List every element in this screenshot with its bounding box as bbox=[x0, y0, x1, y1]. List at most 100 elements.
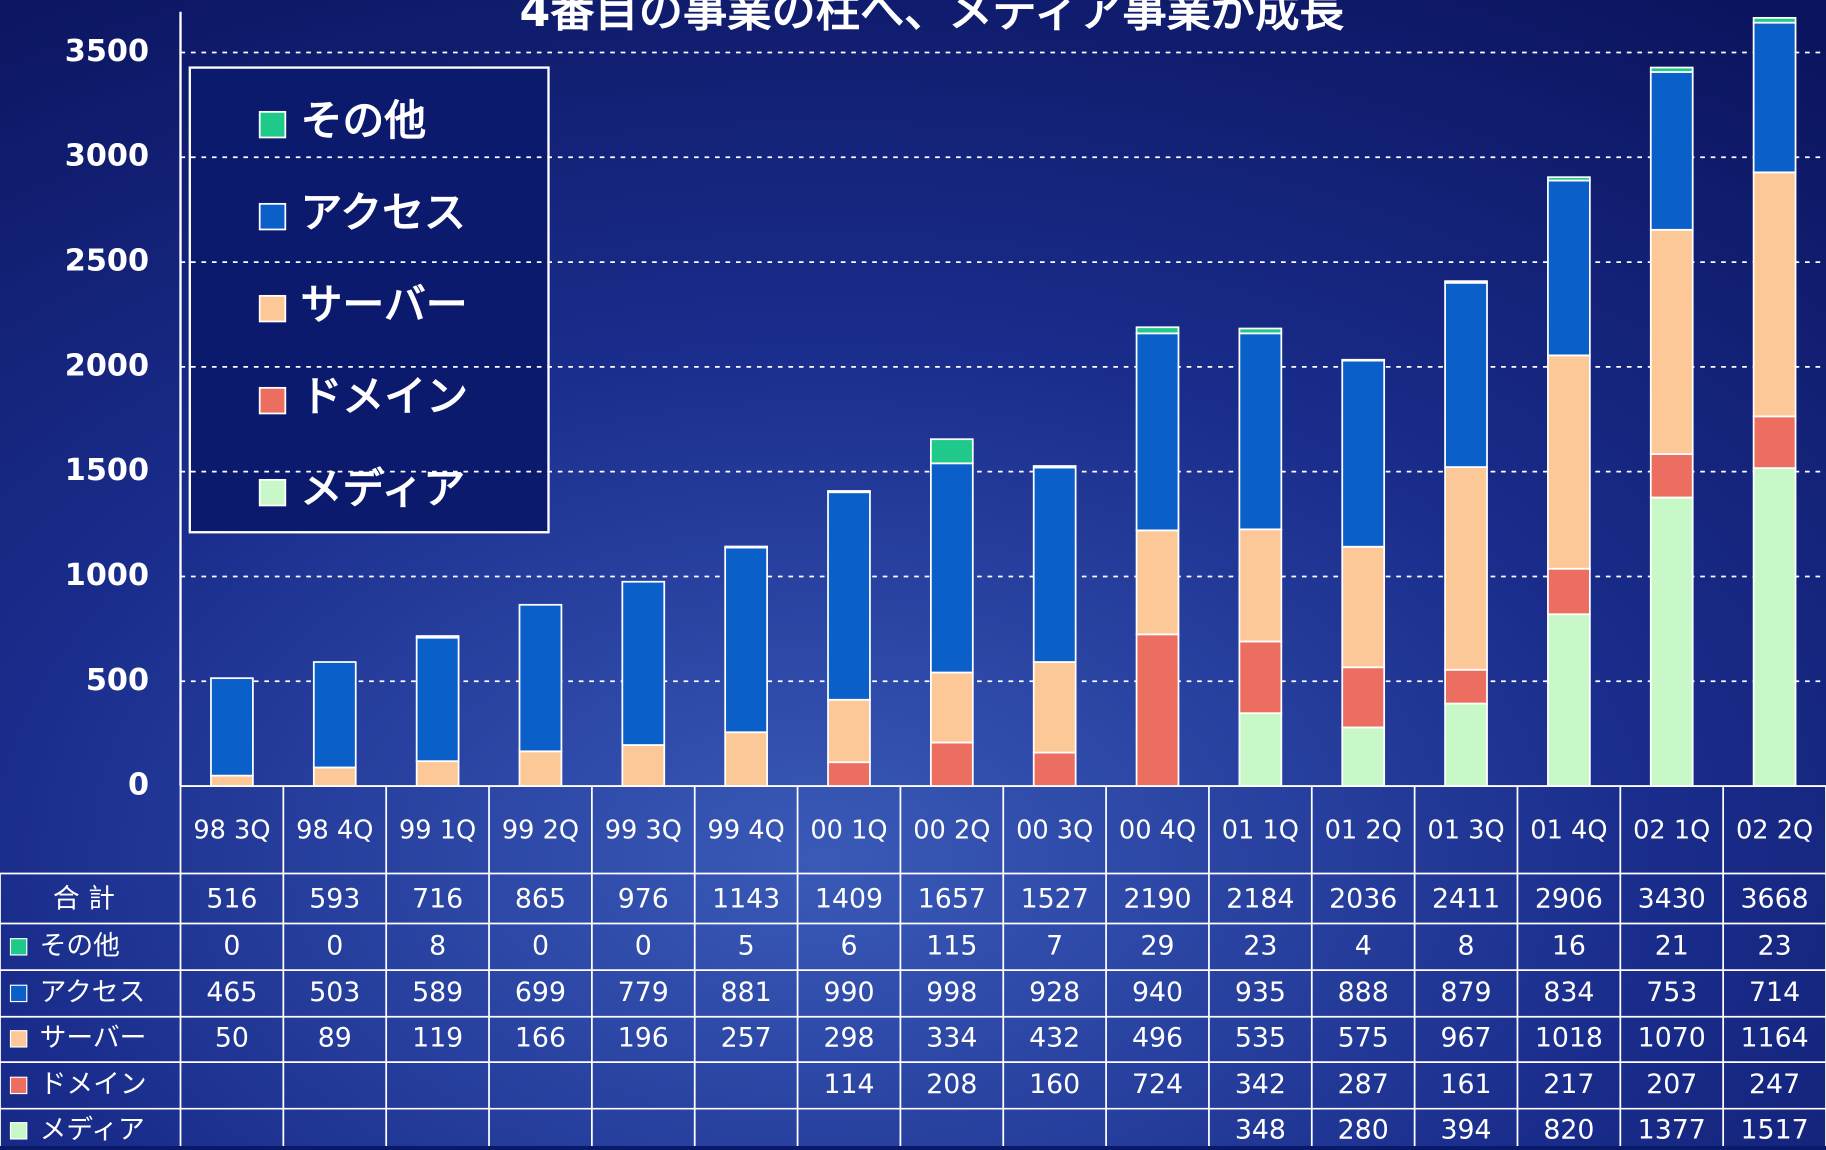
bar-segment bbox=[1135, 529, 1180, 636]
bar-segment bbox=[415, 636, 460, 763]
table-cell: 753 bbox=[1646, 977, 1697, 1008]
table-cell: 6 bbox=[840, 930, 857, 961]
table-cell: 23 bbox=[1243, 930, 1277, 961]
table-cell: 2190 bbox=[1123, 884, 1191, 915]
bar-segment bbox=[1752, 467, 1797, 787]
table-cell: 724 bbox=[1132, 1069, 1183, 1100]
table-swatch bbox=[9, 938, 28, 956]
table-row-label: メディア bbox=[40, 1114, 145, 1145]
table-cell: 503 bbox=[309, 977, 360, 1008]
y-tick-label: 3500 bbox=[65, 34, 149, 69]
x-tick-label: 98 3Q bbox=[193, 816, 270, 846]
bar-segment bbox=[1238, 640, 1283, 715]
table-cell: 119 bbox=[412, 1022, 463, 1053]
bar-segment bbox=[1752, 16, 1797, 24]
table-cell: 779 bbox=[618, 977, 669, 1008]
table-cell: 5 bbox=[738, 930, 755, 961]
table-cell: 865 bbox=[515, 884, 566, 915]
bar-segment bbox=[210, 774, 254, 787]
table-cell: 967 bbox=[1441, 1022, 1492, 1053]
bar-segment bbox=[1341, 358, 1386, 362]
table-cell: 1377 bbox=[1638, 1114, 1706, 1145]
bar-segment bbox=[929, 438, 974, 465]
table-cell: 0 bbox=[635, 930, 652, 961]
bar-segment bbox=[1032, 466, 1077, 663]
bar-segment bbox=[827, 491, 871, 701]
table-cell: 115 bbox=[926, 930, 977, 961]
x-tick-label: 00 3Q bbox=[1016, 816, 1093, 846]
table-cell: 208 bbox=[926, 1069, 977, 1100]
table-cell: 714 bbox=[1749, 977, 1800, 1008]
y-tick-label: 3000 bbox=[65, 139, 149, 174]
bar-segment bbox=[1547, 179, 1591, 357]
table-cell: 247 bbox=[1749, 1069, 1800, 1100]
table-row-label: 合 計 bbox=[53, 884, 115, 915]
table-row-label: ドメイン bbox=[40, 1069, 147, 1100]
bar-segment bbox=[312, 661, 357, 769]
table-cell: 21 bbox=[1655, 930, 1689, 961]
bar-segment bbox=[621, 744, 666, 787]
legend-box bbox=[188, 66, 550, 534]
bar-segment bbox=[1341, 545, 1386, 669]
table-cell: 166 bbox=[515, 1022, 566, 1053]
bar-segment bbox=[1238, 327, 1283, 335]
legend-swatch bbox=[258, 110, 287, 139]
table-cell: 1164 bbox=[1741, 1022, 1809, 1053]
bar-segment bbox=[1341, 726, 1386, 787]
table-cell: 888 bbox=[1338, 977, 1389, 1008]
table-cell: 394 bbox=[1441, 1114, 1492, 1145]
table-cell: 593 bbox=[309, 884, 360, 915]
bar-segment bbox=[1238, 712, 1283, 787]
y-tick-label: 2000 bbox=[65, 348, 149, 383]
bar-segment bbox=[1341, 666, 1386, 729]
bar-segment bbox=[210, 677, 254, 777]
bar-segment bbox=[1649, 453, 1694, 499]
table-cell: 50 bbox=[215, 1022, 249, 1053]
x-tick-label: 99 1Q bbox=[399, 816, 476, 846]
table-cell: 348 bbox=[1235, 1114, 1286, 1145]
table-cell: 1070 bbox=[1638, 1022, 1706, 1053]
bar-segment bbox=[1341, 359, 1386, 548]
table-cell: 834 bbox=[1543, 977, 1594, 1008]
x-tick-label: 01 4Q bbox=[1530, 816, 1607, 846]
table-cell: 2184 bbox=[1226, 884, 1294, 915]
bar-segment bbox=[1444, 702, 1488, 787]
table-cell: 465 bbox=[206, 977, 257, 1008]
bar-segment bbox=[1649, 496, 1694, 787]
bar-segment bbox=[1238, 528, 1283, 643]
bar-segment bbox=[1547, 176, 1591, 182]
bar-segment bbox=[1032, 661, 1077, 754]
table-cell: 940 bbox=[1132, 977, 1183, 1008]
bar-segment bbox=[827, 490, 871, 494]
table-cell: 1018 bbox=[1535, 1022, 1603, 1053]
y-tick-label: 500 bbox=[86, 663, 149, 698]
table-cell: 298 bbox=[823, 1022, 874, 1053]
table-cell: 0 bbox=[223, 930, 240, 961]
legend-swatch bbox=[258, 478, 287, 507]
bar-segment bbox=[312, 766, 357, 787]
table-cell: 1143 bbox=[712, 884, 780, 915]
table-cell: 881 bbox=[721, 977, 772, 1008]
bar-segment bbox=[1032, 751, 1077, 787]
x-tick-label: 01 3Q bbox=[1427, 816, 1504, 846]
table-cell: 334 bbox=[926, 1022, 977, 1053]
table-cell: 160 bbox=[1029, 1069, 1080, 1100]
table-cell: 935 bbox=[1235, 977, 1286, 1008]
bar-segment bbox=[621, 580, 666, 746]
table-cell: 1657 bbox=[918, 884, 986, 915]
legend-label: メディア bbox=[300, 464, 465, 513]
y-tick-label: 2500 bbox=[65, 244, 149, 279]
table-cell: 1409 bbox=[815, 884, 883, 915]
bar-segment bbox=[1135, 326, 1180, 335]
table-cell: 29 bbox=[1140, 930, 1174, 961]
table-cell: 287 bbox=[1338, 1069, 1389, 1100]
table-cell: 496 bbox=[1132, 1022, 1183, 1053]
table-cell: 0 bbox=[326, 930, 343, 961]
table-cell: 342 bbox=[1235, 1069, 1286, 1100]
table-cell: 4 bbox=[1355, 930, 1372, 961]
table-cell: 928 bbox=[1029, 977, 1080, 1008]
bar-segment bbox=[1238, 332, 1283, 531]
table-cell: 2036 bbox=[1329, 884, 1397, 915]
bar-segment bbox=[1032, 465, 1077, 469]
